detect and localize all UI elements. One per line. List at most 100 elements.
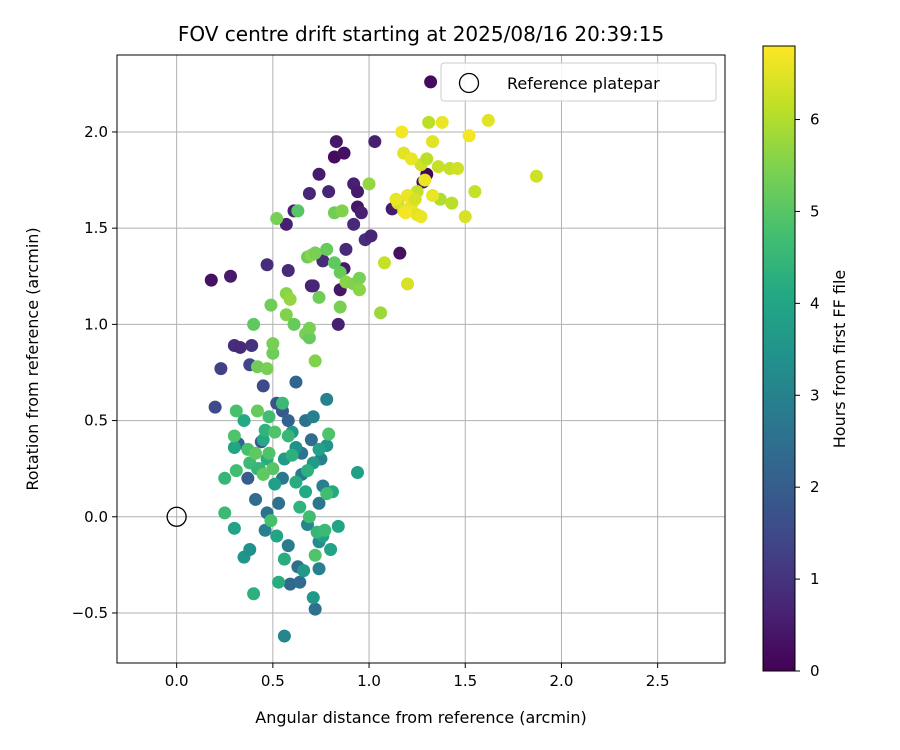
data-point: [333, 265, 347, 279]
data-point: [329, 135, 343, 149]
data-point: [451, 162, 465, 176]
data-point: [281, 414, 295, 428]
reference-point-marker: [166, 506, 187, 527]
data-point: [420, 152, 434, 166]
y-tick-label: 1.0: [84, 315, 108, 333]
data-point: [395, 125, 409, 139]
data-point: [243, 542, 257, 556]
colorbar-tick-label: 0: [810, 662, 820, 680]
data-point: [324, 542, 338, 556]
data-point: [268, 477, 282, 491]
data-point: [335, 204, 349, 218]
data-point: [299, 485, 313, 499]
data-point: [285, 448, 299, 462]
legend: Reference platepar: [440, 62, 717, 102]
colorbar-tick-label: 3: [810, 386, 820, 404]
data-point: [306, 591, 320, 605]
data-point: [304, 433, 318, 447]
data-point: [237, 414, 251, 428]
data-point: [279, 308, 293, 322]
data-point: [258, 523, 272, 537]
data-point: [250, 404, 264, 418]
data-point: [264, 298, 278, 312]
data-point: [333, 300, 347, 314]
x-axis-label: Angular distance from reference (arcmin): [255, 708, 586, 727]
data-point: [352, 283, 366, 297]
data-point: [260, 258, 274, 272]
y-tick-label: 0.5: [84, 412, 108, 430]
legend-box: [440, 62, 717, 102]
data-point: [277, 552, 291, 566]
data-point: [312, 167, 326, 181]
data-point: [293, 575, 307, 589]
data-point: [312, 562, 326, 576]
data-point: [268, 425, 282, 439]
colorbar-tick-label: 1: [810, 570, 820, 588]
data-point: [320, 487, 334, 501]
data-point: [270, 529, 284, 543]
data-point: [264, 514, 278, 528]
data-point: [312, 442, 326, 456]
y-tick-label: 2.0: [84, 123, 108, 141]
data-point: [302, 321, 316, 335]
data-point: [281, 539, 295, 553]
data-point: [414, 210, 428, 224]
data-point: [247, 317, 261, 331]
chart-title: FOV centre drift starting at 2025/08/16 …: [178, 22, 664, 46]
data-point: [312, 496, 326, 510]
data-point: [249, 492, 263, 506]
data-point: [204, 273, 218, 287]
data-point: [308, 246, 322, 260]
data-point: [322, 427, 336, 441]
data-point: [377, 256, 391, 270]
data-point: [247, 587, 261, 601]
data-point: [302, 187, 316, 201]
data-point: [426, 135, 440, 149]
data-point: [352, 271, 366, 285]
data-point: [306, 410, 320, 424]
data-point: [302, 510, 316, 524]
data-point: [362, 177, 376, 191]
data-point: [431, 160, 445, 174]
x-tick-label: 1.5: [453, 672, 477, 690]
data-point: [529, 169, 543, 183]
data-point: [368, 135, 382, 149]
data-point: [339, 242, 353, 256]
data-point: [308, 602, 322, 616]
data-point: [331, 519, 345, 533]
data-point: [291, 204, 305, 218]
colorbar-tick-label: 4: [810, 294, 820, 312]
data-point: [297, 564, 311, 578]
data-point: [272, 575, 286, 589]
data-point: [458, 210, 472, 224]
data-point: [249, 446, 263, 460]
data-point: [241, 471, 255, 485]
data-point: [266, 337, 280, 351]
data-point: [256, 379, 270, 393]
y-tick-label: 0.0: [84, 508, 108, 526]
data-point: [233, 340, 247, 354]
reference-layer: [166, 506, 187, 527]
colorbar-gradient: [762, 45, 796, 672]
plot-frame: [116, 54, 726, 664]
data-point: [258, 423, 272, 437]
colorbar-tick-label: 5: [810, 202, 820, 220]
x-tick-label: 1.0: [357, 672, 381, 690]
data-point: [260, 362, 274, 376]
x-tick-label: 0.5: [261, 672, 285, 690]
colorbar-tick-label: 2: [810, 478, 820, 496]
data-point: [224, 269, 238, 283]
data-point: [364, 229, 378, 243]
data-point: [424, 75, 438, 89]
data-point: [229, 404, 243, 418]
legend-label-reference: Reference platepar: [507, 74, 660, 93]
data-point: [302, 331, 316, 345]
data-point: [404, 152, 418, 166]
data-point: [308, 354, 322, 368]
legend-marker-reference: [458, 72, 480, 94]
data-point: [468, 185, 482, 199]
x-axis-ticks: 0.0 0.5 1.0 1.5 2.0 2.5: [165, 663, 670, 690]
data-point: [218, 506, 232, 520]
data-point: [435, 115, 449, 129]
